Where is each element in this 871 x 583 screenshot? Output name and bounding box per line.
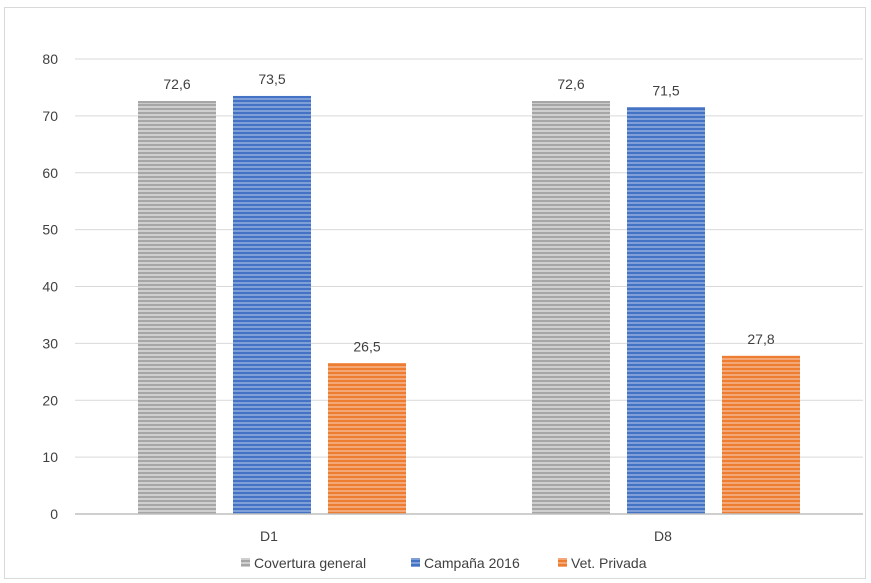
y-tick-label: 70: [42, 108, 58, 124]
data-label: 27,8: [747, 331, 774, 347]
y-tick-label: 0: [50, 506, 58, 522]
legend-label: Covertura general: [254, 555, 366, 571]
data-label: 72,6: [557, 76, 584, 92]
bar-d1-series-0: [138, 101, 216, 515]
bar-d8-series-0: [532, 101, 610, 515]
data-label: 72,6: [163, 76, 190, 92]
bar-top-edge: [627, 107, 705, 110]
bar-d8-series-1: [627, 107, 705, 514]
legend-swatch: [411, 558, 420, 567]
bars: 72,6 73,5 26,5 72,6 71,5 27,8: [138, 71, 800, 515]
y-tick-label: 20: [42, 392, 58, 408]
bar-d1-series-1: [233, 95, 311, 514]
y-axis: 0 10 20 30 40 50 60 70 80: [42, 51, 58, 522]
data-label: 71,5: [652, 82, 679, 98]
legend: Covertura general Campaña 2016 Vet. Privad…: [241, 555, 647, 571]
data-label: 26,5: [353, 338, 380, 354]
bar-top-edge: [328, 363, 406, 366]
bar-d1-series-2: [328, 363, 406, 514]
bar-top-edge: [532, 101, 610, 104]
y-tick-label: 30: [42, 335, 58, 351]
y-tick-label: 40: [42, 279, 58, 295]
y-tick-label: 50: [42, 222, 58, 238]
legend-label: Campaña 2016: [424, 555, 520, 571]
data-label: 73,5: [258, 71, 285, 87]
bar-top-edge: [722, 355, 800, 358]
x-tick-label: D8: [654, 528, 672, 544]
legend-swatch: [558, 558, 567, 567]
x-tick-label: D1: [260, 528, 278, 544]
bar-top-edge: [233, 95, 311, 98]
bar-top-edge: [138, 101, 216, 104]
legend-swatch: [241, 558, 250, 567]
y-tick-label: 60: [42, 165, 58, 181]
y-tick-label: 10: [42, 449, 58, 465]
legend-label: Vet. Privada: [571, 555, 647, 571]
bar-d8-series-2: [722, 355, 800, 514]
x-axis: D1 D8: [75, 513, 863, 544]
y-tick-label: 80: [42, 51, 58, 67]
